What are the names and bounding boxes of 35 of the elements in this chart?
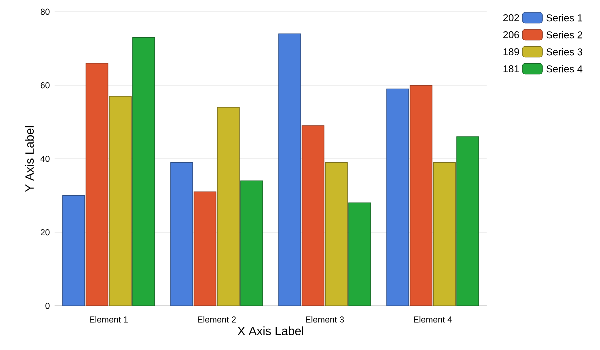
bar <box>278 34 302 306</box>
bar <box>386 88 410 306</box>
bar <box>325 162 348 306</box>
y-tick-label: 80 <box>40 8 50 16</box>
x-axis-title: X Axis Label <box>238 326 304 336</box>
legend-label: Series 1 <box>546 14 582 22</box>
bar <box>456 136 480 306</box>
bar <box>410 85 433 306</box>
text: 189 <box>504 48 520 56</box>
x-tick-label: Element 2 <box>198 316 236 323</box>
x-tick-label: Element 3 <box>306 316 344 323</box>
bar <box>240 180 264 306</box>
legend-label: Series 4 <box>546 65 583 73</box>
y-tick-label: 60 <box>40 82 50 89</box>
bar <box>348 202 372 306</box>
bar <box>302 126 325 306</box>
bar <box>170 162 194 306</box>
bar <box>132 37 156 306</box>
x-tick-label: Element 1 <box>90 316 128 323</box>
y-tick-label: 40 <box>40 156 50 162</box>
x-tick-label: Element 4 <box>414 316 452 323</box>
bar <box>194 192 217 306</box>
bar <box>109 96 132 306</box>
y-tick-label: 0 <box>46 302 50 310</box>
legend-label: Series 2 <box>546 31 582 39</box>
bar <box>433 162 456 306</box>
bar <box>86 63 109 306</box>
y-axis-title: Y Axis Label <box>25 126 34 192</box>
text: 202 <box>504 14 520 22</box>
legend-label: Series 3 <box>546 48 582 56</box>
bar <box>62 195 86 306</box>
text: 206 <box>504 31 520 39</box>
bar <box>217 107 240 306</box>
text: 181 <box>504 65 520 73</box>
y-tick-label: 20 <box>40 229 50 236</box>
